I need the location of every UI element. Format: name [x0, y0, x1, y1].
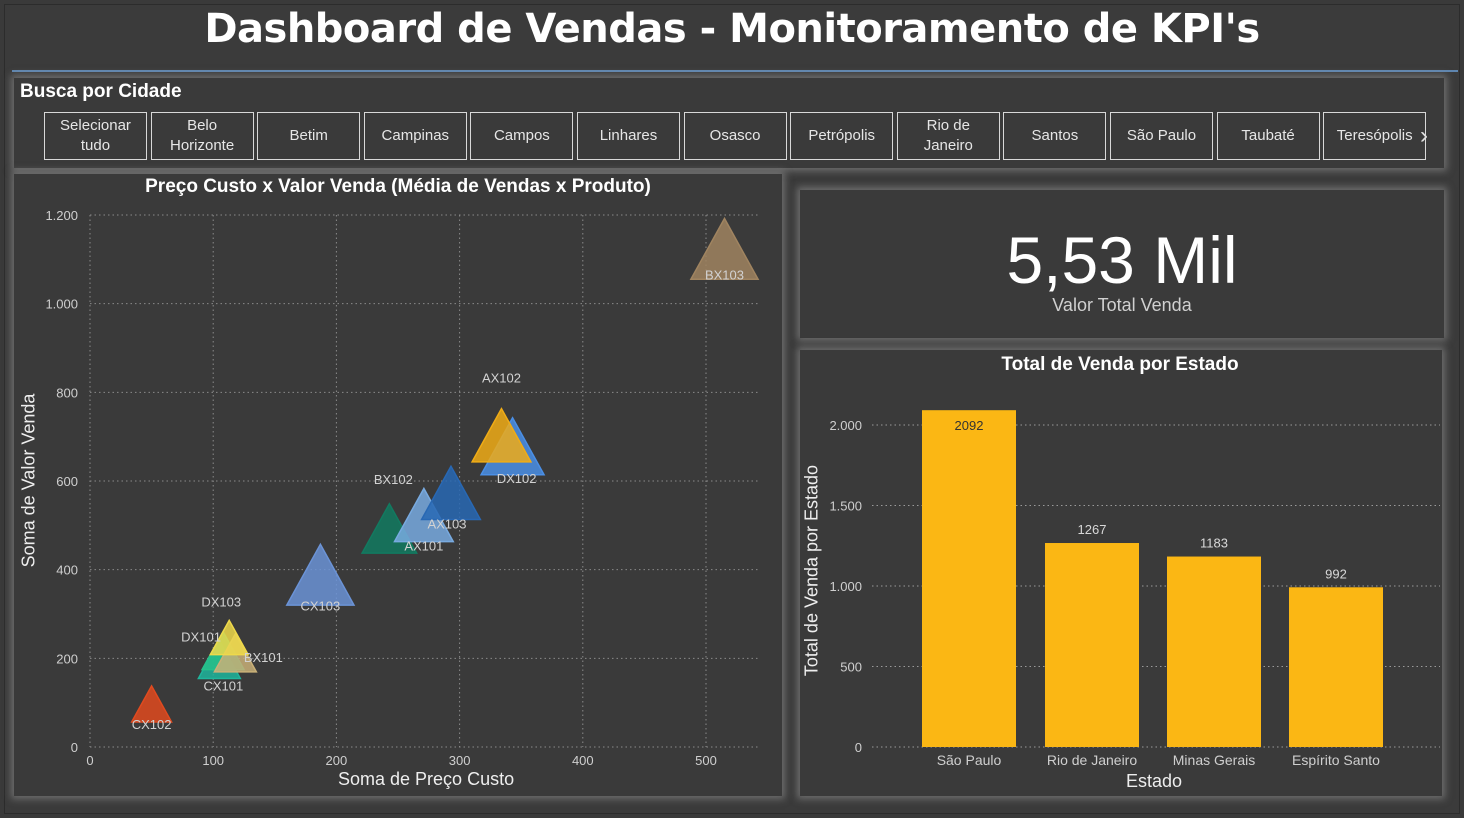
bar-value-label: 2092	[955, 418, 984, 433]
scatter-point-label: AX101	[404, 538, 443, 553]
slicer-button[interactable]: Campinas	[363, 112, 467, 160]
scatter-x-tick-label: 200	[326, 753, 348, 768]
bar-category-label: Rio de Janeiro	[1047, 752, 1137, 768]
slicer-button[interactable]: Belo Horizonte	[150, 112, 254, 160]
slicer-button[interactable]: Rio de Janeiro	[896, 112, 1000, 160]
scatter-point[interactable]	[130, 684, 173, 723]
bar-category-label: São Paulo	[937, 752, 1002, 768]
slicer-button-label: Campos	[493, 127, 550, 144]
slicer-button-label: Rio de Janeiro	[923, 117, 973, 154]
bar-value-label: 1183	[1200, 536, 1228, 551]
scatter-point-label: CX103	[301, 598, 341, 613]
slicer-button[interactable]: Osasco	[683, 112, 787, 160]
bar-y-axis-title: Total de Venda por Estado	[801, 464, 822, 677]
scatter-x-tick-label: 500	[695, 753, 717, 768]
slicer-button[interactable]: Petrópolis	[790, 112, 894, 160]
scatter-x-tick-label: 300	[449, 753, 471, 768]
bar-y-tick-label: 1.500	[829, 499, 862, 514]
slicer-button[interactable]: Linhares	[577, 112, 680, 160]
bar[interactable]	[922, 410, 1016, 747]
slicer-button[interactable]: Betim	[257, 112, 361, 160]
scatter-x-tick-label: 0	[86, 753, 93, 768]
scatter-point-label: AX103	[427, 516, 466, 531]
slicer-button-label: Taubaté	[1241, 127, 1295, 144]
scatter-point-label: BX102	[374, 472, 413, 487]
scatter-point-label: CX102	[132, 717, 172, 732]
slicer-button-label: Betim	[289, 127, 328, 144]
scatter-point[interactable]	[209, 618, 250, 656]
slicer-button-label: Belo Horizonte	[169, 117, 235, 154]
slicer-button-label: Selecionar tudo	[60, 117, 131, 154]
bar-category-label: Espírito Santo	[1292, 752, 1380, 768]
slicer-button[interactable]: São Paulo	[1110, 112, 1213, 160]
slicer-button[interactable]: Teresópolis	[1323, 112, 1427, 160]
slicer-button-label: Osasco	[709, 127, 761, 144]
slicer-button-label: Santos	[1031, 127, 1079, 144]
page-title: Dashboard de Vendas - Monitoramento de K…	[204, 6, 1260, 52]
bar-y-tick-label: 500	[840, 660, 862, 675]
bar-value-label: 1267	[1078, 522, 1107, 537]
slicer-button-label: Campinas	[381, 127, 450, 144]
kpi-value: 5,53 Mil	[1006, 223, 1238, 297]
scatter-x-axis-title: Soma de Preço Custo	[338, 769, 515, 789]
slicer-button-label: Linhares	[599, 127, 658, 144]
slicer-title: Busca por Cidade	[20, 81, 182, 102]
kpi-card	[800, 190, 1444, 338]
slicer-button[interactable]: Campos	[470, 112, 574, 160]
bar-x-axis-title: Estado	[1126, 771, 1183, 791]
bar-value-label: 992	[1325, 566, 1347, 581]
scatter-panel	[14, 174, 782, 796]
bar-y-tick-label: 2.000	[829, 418, 862, 433]
bar[interactable]	[1289, 587, 1383, 747]
scatter-point[interactable]	[420, 464, 482, 521]
scatter-point-label: BX101	[244, 650, 283, 665]
scatter-y-tick-label: 1.000	[45, 297, 78, 312]
slicer-button[interactable]: Santos	[1003, 112, 1107, 160]
scatter-point-label: DX103	[201, 594, 241, 609]
scatter-point[interactable]	[470, 407, 533, 463]
scatter-x-tick-label: 100	[202, 753, 224, 768]
scatter-point-label: CX101	[203, 679, 243, 694]
scatter-y-tick-label: 200	[56, 651, 78, 666]
slicer-button-label: São Paulo	[1126, 127, 1197, 144]
bar-y-tick-label: 1.000	[829, 579, 862, 594]
scatter-chart: 0 200 400 600 800 1.000 1.200 0 100 200 300 400 500 C…	[45, 208, 760, 768]
bar[interactable]	[1045, 543, 1139, 747]
bar-category-label: Minas Gerais	[1173, 752, 1255, 768]
scatter-y-tick-label: 400	[56, 563, 78, 578]
scatter-y-tick-label: 600	[56, 474, 78, 489]
scatter-point-label: AX102	[482, 371, 521, 386]
bar[interactable]	[1167, 556, 1261, 747]
scatter-point-label: DX102	[497, 471, 537, 486]
slicer-button[interactable]: Selecionar tudo	[44, 112, 147, 160]
kpi-label: Valor Total Venda	[1052, 295, 1192, 315]
scatter-y-tick-label: 800	[56, 385, 78, 400]
scatter-y-tick-label: 1.200	[45, 208, 78, 223]
bar-chart-title: Total de Venda por Estado	[1001, 354, 1239, 375]
scatter-point[interactable]	[689, 216, 760, 281]
slicer-button[interactable]: Taubaté	[1216, 112, 1320, 160]
scatter-y-tick-label: 0	[71, 740, 78, 755]
scatter-point-label: DX101	[181, 630, 221, 645]
scatter-point-label: BX103	[705, 267, 744, 282]
slicer-button-label: Petrópolis	[808, 127, 876, 144]
bar-y-tick-label: 0	[855, 740, 862, 755]
slicer-button-label: Teresópolis	[1336, 127, 1413, 144]
scatter-x-tick-label: 400	[572, 753, 594, 768]
chevron-right-icon[interactable]: ›	[1420, 122, 1428, 149]
scatter-point[interactable]	[285, 542, 356, 606]
scatter-title: Preço Custo x Valor Venda (Média de Vend…	[145, 176, 651, 197]
title-divider	[12, 70, 1458, 72]
